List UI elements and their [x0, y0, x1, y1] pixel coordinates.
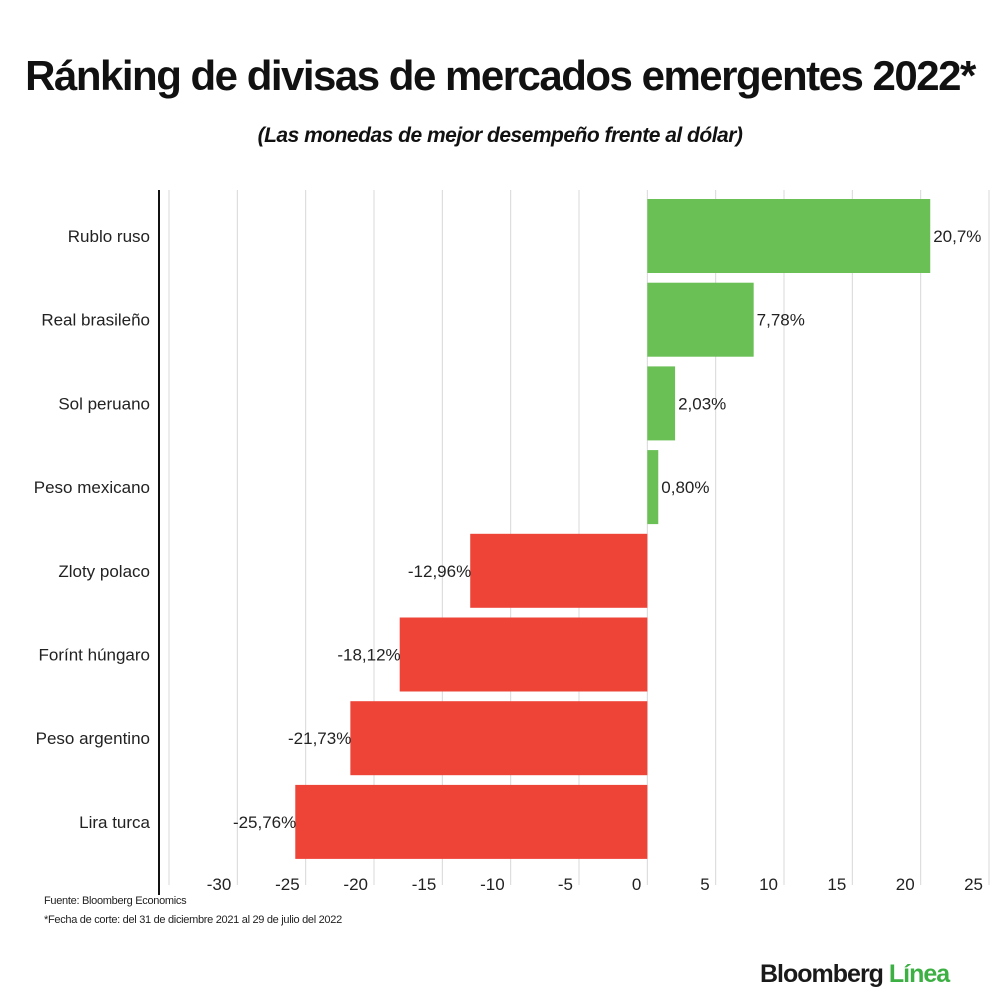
- data-label: -12,96%: [408, 562, 471, 581]
- bar: [647, 366, 676, 441]
- x-tick-label: -25: [275, 875, 300, 894]
- x-tick-label: -5: [558, 875, 573, 894]
- category-label: Sol peruano: [58, 394, 150, 413]
- x-tick-label: -20: [343, 875, 368, 894]
- bar: [647, 450, 659, 525]
- data-label: -25,76%: [233, 813, 296, 832]
- data-label: 0,80%: [661, 478, 709, 497]
- bar: [399, 617, 648, 692]
- bar: [295, 784, 648, 859]
- category-label: Forínt húngaro: [38, 646, 150, 665]
- category-label: Rublo ruso: [68, 227, 150, 246]
- x-tick-label: -10: [480, 875, 505, 894]
- data-label: 7,78%: [757, 311, 805, 330]
- x-tick-label: 25: [964, 875, 983, 894]
- data-label: 20,7%: [933, 227, 981, 246]
- category-label: Peso argentino: [36, 729, 150, 748]
- data-label: -18,12%: [337, 646, 400, 665]
- chart-title: Ránking de divisas de mercados emergente…: [25, 52, 976, 99]
- chart-subtitle: (Las monedas de mejor desempeño frente a…: [257, 124, 743, 147]
- category-label: Real brasileño: [41, 311, 150, 330]
- x-tick-label: 10: [759, 875, 778, 894]
- logo-accent: Línea: [888, 960, 950, 988]
- x-tick-label: 0: [632, 875, 641, 894]
- x-tick-label: 20: [896, 875, 915, 894]
- source-note: Fuente: Bloomberg Economics: [44, 895, 187, 907]
- cutoff-note: *Fecha de corte: del 31 de diciembre 202…: [44, 914, 342, 926]
- x-tick-label: -30: [207, 875, 232, 894]
- x-tick-label: 15: [827, 875, 846, 894]
- x-tick-label: 5: [700, 875, 709, 894]
- category-label: Zloty polaco: [58, 562, 150, 581]
- data-label: 2,03%: [678, 394, 726, 413]
- x-tick-label: -15: [412, 875, 437, 894]
- data-label: -21,73%: [288, 729, 351, 748]
- bar: [647, 199, 931, 273]
- category-label: Lira turca: [79, 813, 150, 832]
- bloomberg-linea-logo: Bloomberg Línea: [760, 960, 950, 989]
- category-label: Peso mexicano: [34, 478, 150, 497]
- bar: [647, 282, 754, 357]
- bar: [470, 533, 648, 608]
- bar: [350, 701, 648, 776]
- logo-main: Bloomberg: [760, 960, 884, 988]
